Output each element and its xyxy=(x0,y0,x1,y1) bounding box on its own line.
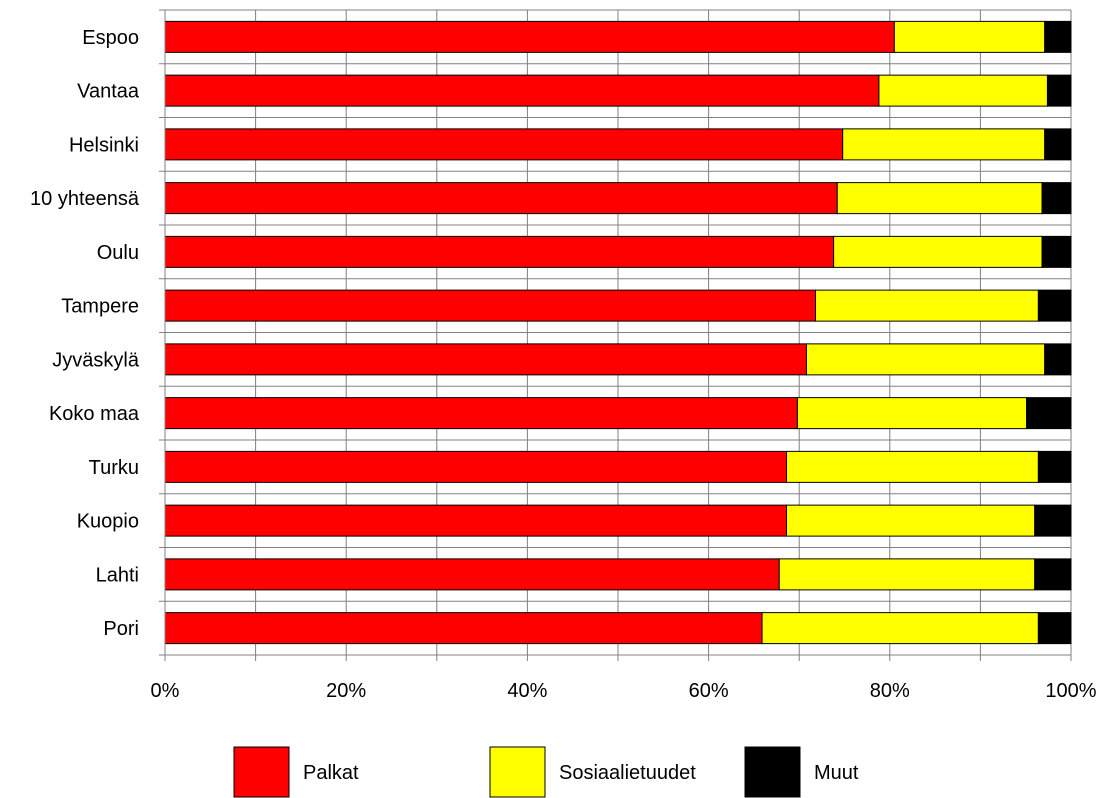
bar-segment xyxy=(164,558,780,591)
legend-label: Palkat xyxy=(303,762,359,784)
bar-segment xyxy=(164,235,835,268)
legend-swatch xyxy=(233,746,290,798)
category-label: Oulu xyxy=(97,242,139,264)
bar-segment xyxy=(836,182,1043,215)
x-tick-label: 60% xyxy=(689,680,729,702)
bar-segment xyxy=(164,504,788,537)
category-label: Kuopio xyxy=(77,511,139,533)
bar-segment xyxy=(1026,397,1072,430)
category-labels: Espoo Vantaa Helsinki 10 yhteensä Oulu Tamper… xyxy=(30,27,140,640)
x-tick-labels: 0% 20% 40% 60% 80% 100% xyxy=(151,680,1097,702)
bar-segment xyxy=(1044,128,1072,161)
legend-swatch xyxy=(744,746,801,798)
bar-segment xyxy=(1041,182,1072,215)
bar-segment xyxy=(786,450,1039,483)
bar-segment xyxy=(1046,74,1072,107)
bar-segment xyxy=(893,20,1046,53)
bar-segment xyxy=(878,74,1048,107)
legend-label: Muut xyxy=(814,762,859,784)
category-label: Espoo xyxy=(82,27,139,49)
bar-segment xyxy=(1037,612,1072,645)
category-label: Vantaa xyxy=(77,81,140,103)
bar-segment xyxy=(833,235,1043,268)
x-tick-label: 40% xyxy=(507,680,547,702)
category-label: Tampere xyxy=(61,296,139,318)
bar-segment xyxy=(815,289,1039,322)
axes xyxy=(159,9,1072,661)
bar-segment xyxy=(164,20,895,53)
category-label: 10 yhteensä xyxy=(30,188,140,210)
legend: Palkat Sosiaalietuudet Muut xyxy=(233,746,859,798)
bar-segment xyxy=(1044,343,1072,376)
bar-segments xyxy=(164,20,1072,645)
category-label: Helsinki xyxy=(69,134,139,156)
bar-segment xyxy=(164,397,798,430)
bar-segment xyxy=(761,612,1039,645)
category-label: Pori xyxy=(103,618,139,640)
bar-segment xyxy=(805,343,1046,376)
bar-segment xyxy=(1037,289,1072,322)
bar-segment xyxy=(796,397,1028,430)
bar-segment xyxy=(164,182,838,215)
x-tick-label: 0% xyxy=(151,680,180,702)
bar-segment xyxy=(1034,558,1072,591)
category-label: Lahti xyxy=(96,564,139,586)
category-label: Jyväskylä xyxy=(52,349,140,371)
bar-segment xyxy=(1044,20,1072,53)
category-label: Turku xyxy=(89,457,139,479)
bar-segment xyxy=(842,128,1046,161)
bar-segment xyxy=(164,289,817,322)
bar-segment xyxy=(786,504,1036,537)
bar-segment xyxy=(164,343,807,376)
bar-segment xyxy=(778,558,1036,591)
bar-segment xyxy=(164,128,844,161)
legend-swatch xyxy=(489,746,546,798)
bar-segment xyxy=(164,450,788,483)
bar-segment xyxy=(164,612,763,645)
category-label: Koko maa xyxy=(49,403,140,425)
legend-label: Sosiaalietuudet xyxy=(559,762,696,784)
bar-segment xyxy=(1041,235,1072,268)
x-tick-label: 100% xyxy=(1045,680,1096,702)
bar-segment xyxy=(1034,504,1072,537)
x-tick-label: 80% xyxy=(870,680,910,702)
bar-segment xyxy=(1037,450,1072,483)
bar-segment xyxy=(164,74,880,107)
grid-lines xyxy=(165,9,1072,656)
x-tick-label: 20% xyxy=(326,680,366,702)
